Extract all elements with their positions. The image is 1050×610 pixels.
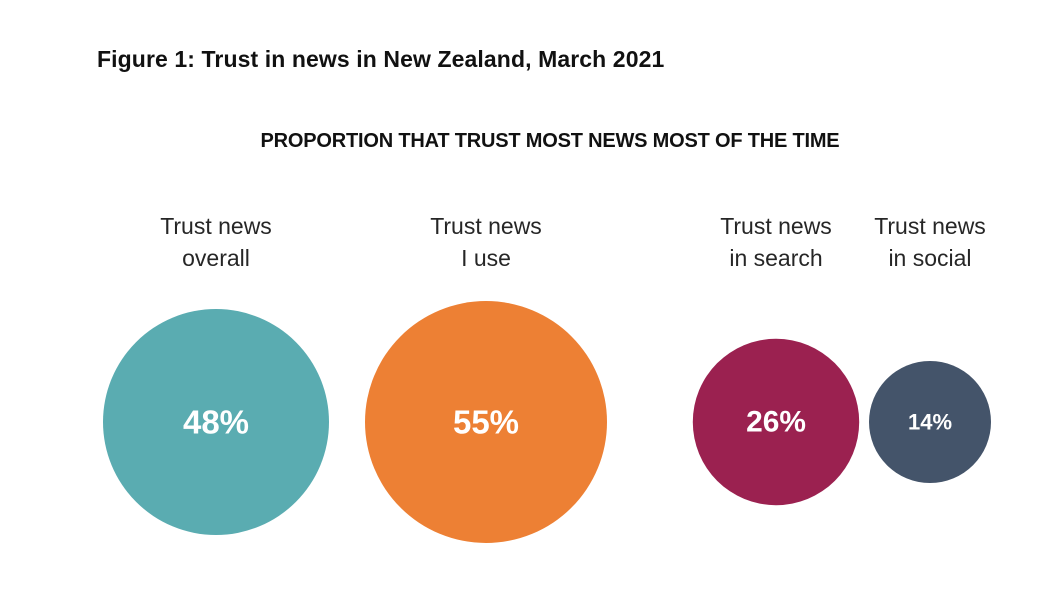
category-label-2-line-2: I use (461, 245, 511, 271)
figure-title: Figure 1: Trust in news in New Zealand, … (97, 46, 665, 72)
bubble-3 (692, 338, 860, 506)
category-label-4-line-2: in social (888, 245, 971, 271)
bubble-4 (869, 361, 991, 483)
category-label-3-line-1: Trust news (720, 213, 832, 239)
category-labels-group: Trust news overall Trust news I use Trust ne… (160, 213, 986, 271)
value-label-1: 48% (183, 404, 249, 441)
chart-title: PROPORTION THAT TRUST MOST NEWS MOST OF … (260, 130, 840, 152)
bubble-1 (103, 309, 329, 535)
category-label-1-line-2: overall (182, 245, 250, 271)
category-label-2-line-1: Trust news (430, 213, 542, 239)
bubbles-group (103, 301, 991, 543)
value-label-3: 26% (746, 406, 806, 439)
value-label-2: 55% (453, 404, 519, 441)
category-label-3-line-2: in search (729, 245, 822, 271)
category-label-1-line-1: Trust news (160, 213, 272, 239)
bubble-2 (365, 301, 607, 543)
category-label-4-line-1: Trust news (874, 213, 986, 239)
value-label-4: 14% (908, 410, 952, 435)
value-labels-group: 48% 55% 26% 14% (183, 404, 952, 441)
